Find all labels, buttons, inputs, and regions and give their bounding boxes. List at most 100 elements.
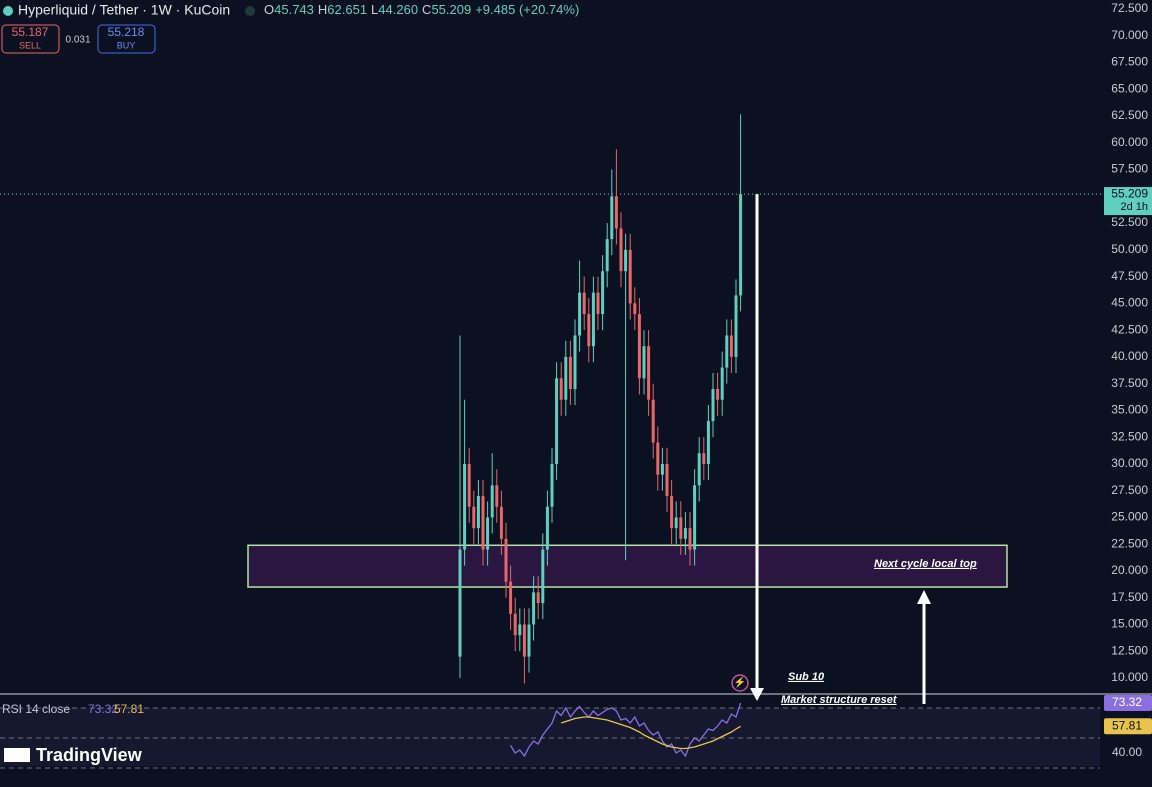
y-tick-label: 67.500 <box>1111 55 1148 69</box>
price-label-box <box>1104 187 1152 216</box>
ohlc-prefix: C <box>422 2 431 17</box>
candle-body <box>706 421 710 464</box>
candle-body <box>541 549 545 604</box>
sell-label: SELL <box>19 40 41 50</box>
y-tick-label: 25.000 <box>1111 510 1148 524</box>
symbol-icon <box>3 6 13 16</box>
y-tick-label: 42.500 <box>1111 322 1148 336</box>
candle-body <box>522 624 526 657</box>
y-tick-label: 40.000 <box>1111 349 1148 363</box>
candle-body <box>693 485 697 550</box>
y-tick-label: 52.500 <box>1111 215 1148 229</box>
ohlc-prefix: L <box>371 2 378 17</box>
rsi-title: RSI 14 close <box>2 702 70 716</box>
candle-body <box>619 228 623 272</box>
candle-body <box>513 613 517 636</box>
ohlc-value: 45.743 <box>274 2 314 17</box>
y-tick-label: 65.000 <box>1111 81 1148 95</box>
arrow-down-head <box>750 688 764 701</box>
alert-icon-glyph: ⚡ <box>734 676 746 689</box>
candle-body <box>476 496 480 529</box>
candle-body <box>568 356 572 389</box>
candle-body <box>656 442 660 475</box>
sell-price: 55.187 <box>12 25 49 39</box>
candle-body <box>624 249 628 272</box>
y-tick-label: 50.000 <box>1111 242 1148 256</box>
buy-label: BUY <box>117 40 136 50</box>
candle-body <box>564 356 568 400</box>
ohlc: O45.743 H62.651 L44.260 C55.209 +9.485 (+20.… <box>264 2 579 17</box>
alert-icon[interactable] <box>731 674 749 692</box>
y-tick-label: 10.000 <box>1111 670 1148 684</box>
rsi-line <box>560 716 741 750</box>
candle-body <box>734 295 738 357</box>
buy-price: 55.218 <box>108 25 145 39</box>
arrow-up-head <box>917 590 931 604</box>
candle-body <box>679 517 683 539</box>
y-tick-label: 27.500 <box>1111 483 1148 497</box>
ohlc-value: 55.209 <box>431 2 471 17</box>
candle-body <box>665 463 669 497</box>
candle-body <box>642 346 646 379</box>
status-dot <box>245 6 255 16</box>
candle-body <box>463 463 467 550</box>
candle-body <box>614 196 618 229</box>
countdown: 2d 1h <box>1120 201 1148 213</box>
candle-body <box>670 496 674 529</box>
candle-body <box>587 314 591 347</box>
candle-body <box>637 314 641 379</box>
candle-body <box>545 506 549 550</box>
y-tick-label: 20.000 <box>1111 563 1148 577</box>
candle-body <box>504 538 508 582</box>
candle-body <box>720 367 724 400</box>
candle-body <box>683 528 687 539</box>
rsi-value: 73.32 <box>88 702 118 716</box>
candle-body <box>550 463 554 507</box>
y-tick-label: 47.500 <box>1111 269 1148 283</box>
candle-body <box>697 453 701 486</box>
price-label: 55.209 <box>1111 186 1148 200</box>
candle-body <box>610 196 614 240</box>
candle-body <box>596 292 600 315</box>
candle-body <box>660 463 664 475</box>
sell-button[interactable] <box>1 24 60 54</box>
zone <box>247 544 1008 588</box>
y-tick-label: 45.000 <box>1111 296 1148 310</box>
candle-body <box>716 388 720 400</box>
logo-mark <box>4 748 30 762</box>
y-tick-label: 22.500 <box>1111 536 1148 550</box>
ohlc-prefix: O <box>264 2 274 17</box>
y-tick-label: 12.500 <box>1111 643 1148 657</box>
candle-body <box>467 463 471 507</box>
y-tick-label: 70.000 <box>1111 28 1148 42</box>
annotation: Sub 10 <box>788 671 825 683</box>
y-tick-label: 32.500 <box>1111 429 1148 443</box>
candle-body <box>573 335 577 389</box>
candle-body <box>481 496 485 550</box>
rsi-axis-value: 57.81 <box>1112 718 1142 732</box>
candle-body <box>702 453 706 464</box>
candle-body <box>527 624 531 657</box>
candle-body <box>591 292 595 347</box>
symbol[interactable]: Hyperliquid / Tether · 1W · KuCoin <box>18 2 230 18</box>
y-tick-label: 60.000 <box>1111 135 1148 149</box>
rsi-line <box>510 702 742 758</box>
rsi-tick-label: 40.00 <box>1112 745 1142 759</box>
candle-body <box>651 399 655 443</box>
buy-button[interactable] <box>97 24 156 54</box>
candle-body <box>739 194 743 296</box>
y-tick-label: 30.000 <box>1111 456 1148 470</box>
ohlc-change: +9.485 (+20.74%) <box>475 2 579 17</box>
candle-body <box>628 249 632 304</box>
zone-label: Next cycle local top <box>874 558 977 570</box>
candle-body <box>458 549 462 657</box>
y-tick-label: 35.000 <box>1111 403 1148 417</box>
rsi-axis-value: 73.32 <box>1112 695 1142 709</box>
candle-body <box>688 528 692 550</box>
candle-body <box>647 346 651 400</box>
candle-body <box>532 592 536 625</box>
ohlc-prefix: H <box>318 2 327 17</box>
y-tick-label: 62.500 <box>1111 108 1148 122</box>
